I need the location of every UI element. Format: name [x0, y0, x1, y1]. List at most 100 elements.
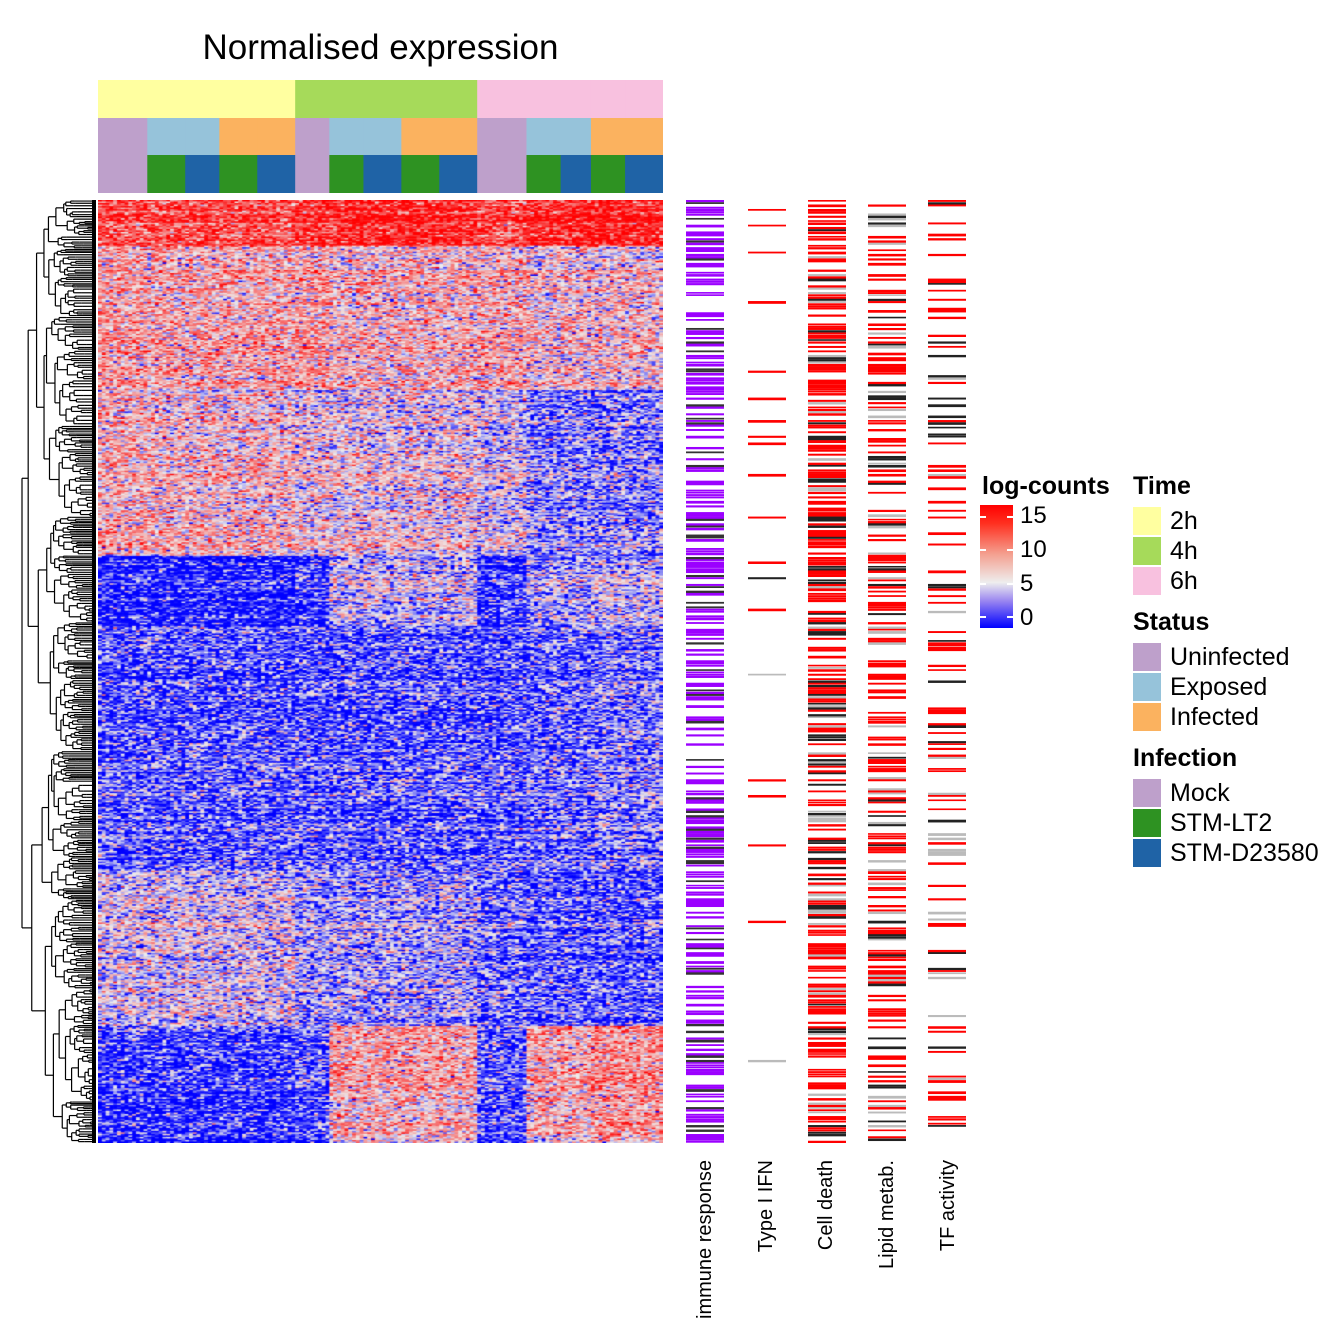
row-annotation-label: immune response	[694, 1160, 716, 1319]
row-annotation-mark	[686, 965, 724, 968]
row-annotation-mark	[686, 1053, 724, 1056]
row-annotation-mark	[808, 341, 846, 344]
row-annotation-mark	[808, 327, 846, 330]
row-annotation-mark	[686, 422, 724, 425]
row-annotation-mark	[808, 801, 846, 804]
colorbar-title: log-counts	[982, 472, 1110, 500]
row-annotation-mark	[686, 839, 724, 843]
row-annotation-mark	[868, 1012, 906, 1015]
row-annotation-mark	[868, 860, 906, 863]
row-annotation-mark	[808, 424, 846, 427]
row-annotation-mark	[868, 768, 906, 771]
row-annotation-mark	[686, 556, 724, 560]
row-annotation-mark	[868, 999, 906, 1002]
row-annotation-mark	[928, 543, 966, 546]
row-annotation-mark	[928, 754, 966, 758]
row-annotation-mark	[808, 426, 846, 429]
row-annotation-mark	[686, 381, 724, 385]
infection-annotation-cell	[590, 155, 626, 193]
row-annotation-mark	[686, 271, 724, 274]
row-annotation-mark	[868, 240, 906, 244]
row-annotation-mark	[868, 678, 906, 680]
row-annotation-mark	[808, 945, 846, 948]
row-annotation-mark	[686, 669, 724, 671]
row-annotation-mark	[808, 437, 846, 441]
row-annotation-mark	[686, 637, 724, 640]
row-annotation-mark	[868, 792, 906, 795]
row-annotation-mark	[868, 1046, 906, 1050]
row-annotation-mark	[808, 354, 846, 358]
row-annotation-mark	[686, 496, 724, 499]
row-annotation-mark	[808, 783, 846, 786]
row-annotation-mark	[686, 318, 724, 321]
row-annotation-mark	[868, 882, 906, 886]
row-annotation-mark	[686, 494, 724, 496]
infection-annotation-cell	[401, 155, 440, 193]
colorbar	[980, 505, 1013, 628]
row-annotation-mark	[928, 415, 966, 419]
row-annotation-mark	[868, 956, 906, 959]
row-annotation-mark	[868, 801, 906, 804]
row-annotation-mark	[808, 970, 846, 972]
row-annotation-mark	[808, 536, 846, 539]
row-annotation-mark	[686, 1003, 724, 1007]
row-annotation-mark	[868, 608, 906, 611]
row-annotation-mark	[868, 1125, 906, 1128]
row-annotation-mark	[868, 613, 906, 616]
row-annotation-mark	[808, 251, 846, 255]
row-annotation-mark	[808, 678, 846, 681]
row-annotation-mark	[686, 586, 724, 589]
row-annotation-mark	[928, 1122, 966, 1125]
row-annotation-mark	[928, 1015, 966, 1018]
row-annotation-mark	[686, 314, 724, 318]
row-annotation-mark	[686, 262, 724, 266]
row-annotation-mark	[928, 911, 966, 915]
row-annotation-mark	[868, 777, 906, 780]
row-annotation-mark	[868, 1120, 906, 1123]
row-annotation-mark	[808, 336, 846, 339]
row-annotation-mark	[928, 967, 966, 971]
row-annotation-mark	[686, 233, 724, 237]
row-annotation-mark	[868, 952, 906, 955]
row-annotation-mark	[686, 512, 724, 515]
row-annotation-mark	[928, 487, 966, 491]
row-annotation-mark	[868, 292, 906, 295]
row-annotation-mark	[686, 664, 724, 667]
row-annotation-mark	[928, 1077, 966, 1080]
row-annotation-mark	[928, 1050, 966, 1053]
row-annotation-mark	[808, 1134, 846, 1137]
row-annotation-mark	[868, 397, 906, 401]
row-annotation-mark	[686, 698, 724, 701]
row-annotation-mark	[868, 869, 906, 872]
row-annotation-mark	[808, 532, 846, 536]
row-annotation-mark	[686, 1073, 724, 1076]
row-annotation-mark	[686, 1066, 724, 1069]
row-annotation-mark	[686, 534, 724, 538]
row-annotation-mark	[808, 878, 846, 881]
row-annotation-mark	[868, 554, 906, 558]
row-annotation-mark	[808, 572, 846, 575]
row-annotation-mark	[868, 586, 906, 589]
row-annotation-mark	[808, 565, 846, 568]
row-annotation-mark	[686, 631, 724, 634]
row-annotation-mark	[868, 642, 906, 645]
colorbar-tick	[980, 616, 1013, 618]
time-annotation-cell	[185, 80, 220, 118]
row-annotation-mark	[928, 238, 966, 241]
row-annotation-mark	[808, 911, 846, 914]
row-annotation-mark	[928, 500, 966, 504]
row-annotation-mark	[928, 509, 966, 512]
row-annotation-mark	[808, 1071, 846, 1073]
row-annotation-mark	[686, 972, 724, 975]
row-annotation-mark	[686, 810, 724, 814]
row-annotation-mark	[868, 440, 906, 443]
row-annotation-mark	[928, 732, 966, 734]
row-annotation-mark	[686, 855, 724, 858]
row-annotation-mark	[748, 435, 786, 438]
row-annotation-mark	[808, 422, 846, 425]
row-annotation-mark	[868, 842, 906, 845]
row-annotation-mark	[928, 307, 966, 311]
row-annotation-mark	[808, 1104, 846, 1108]
row-annotation-mark	[868, 815, 906, 817]
row-annotation-mark	[808, 507, 846, 510]
